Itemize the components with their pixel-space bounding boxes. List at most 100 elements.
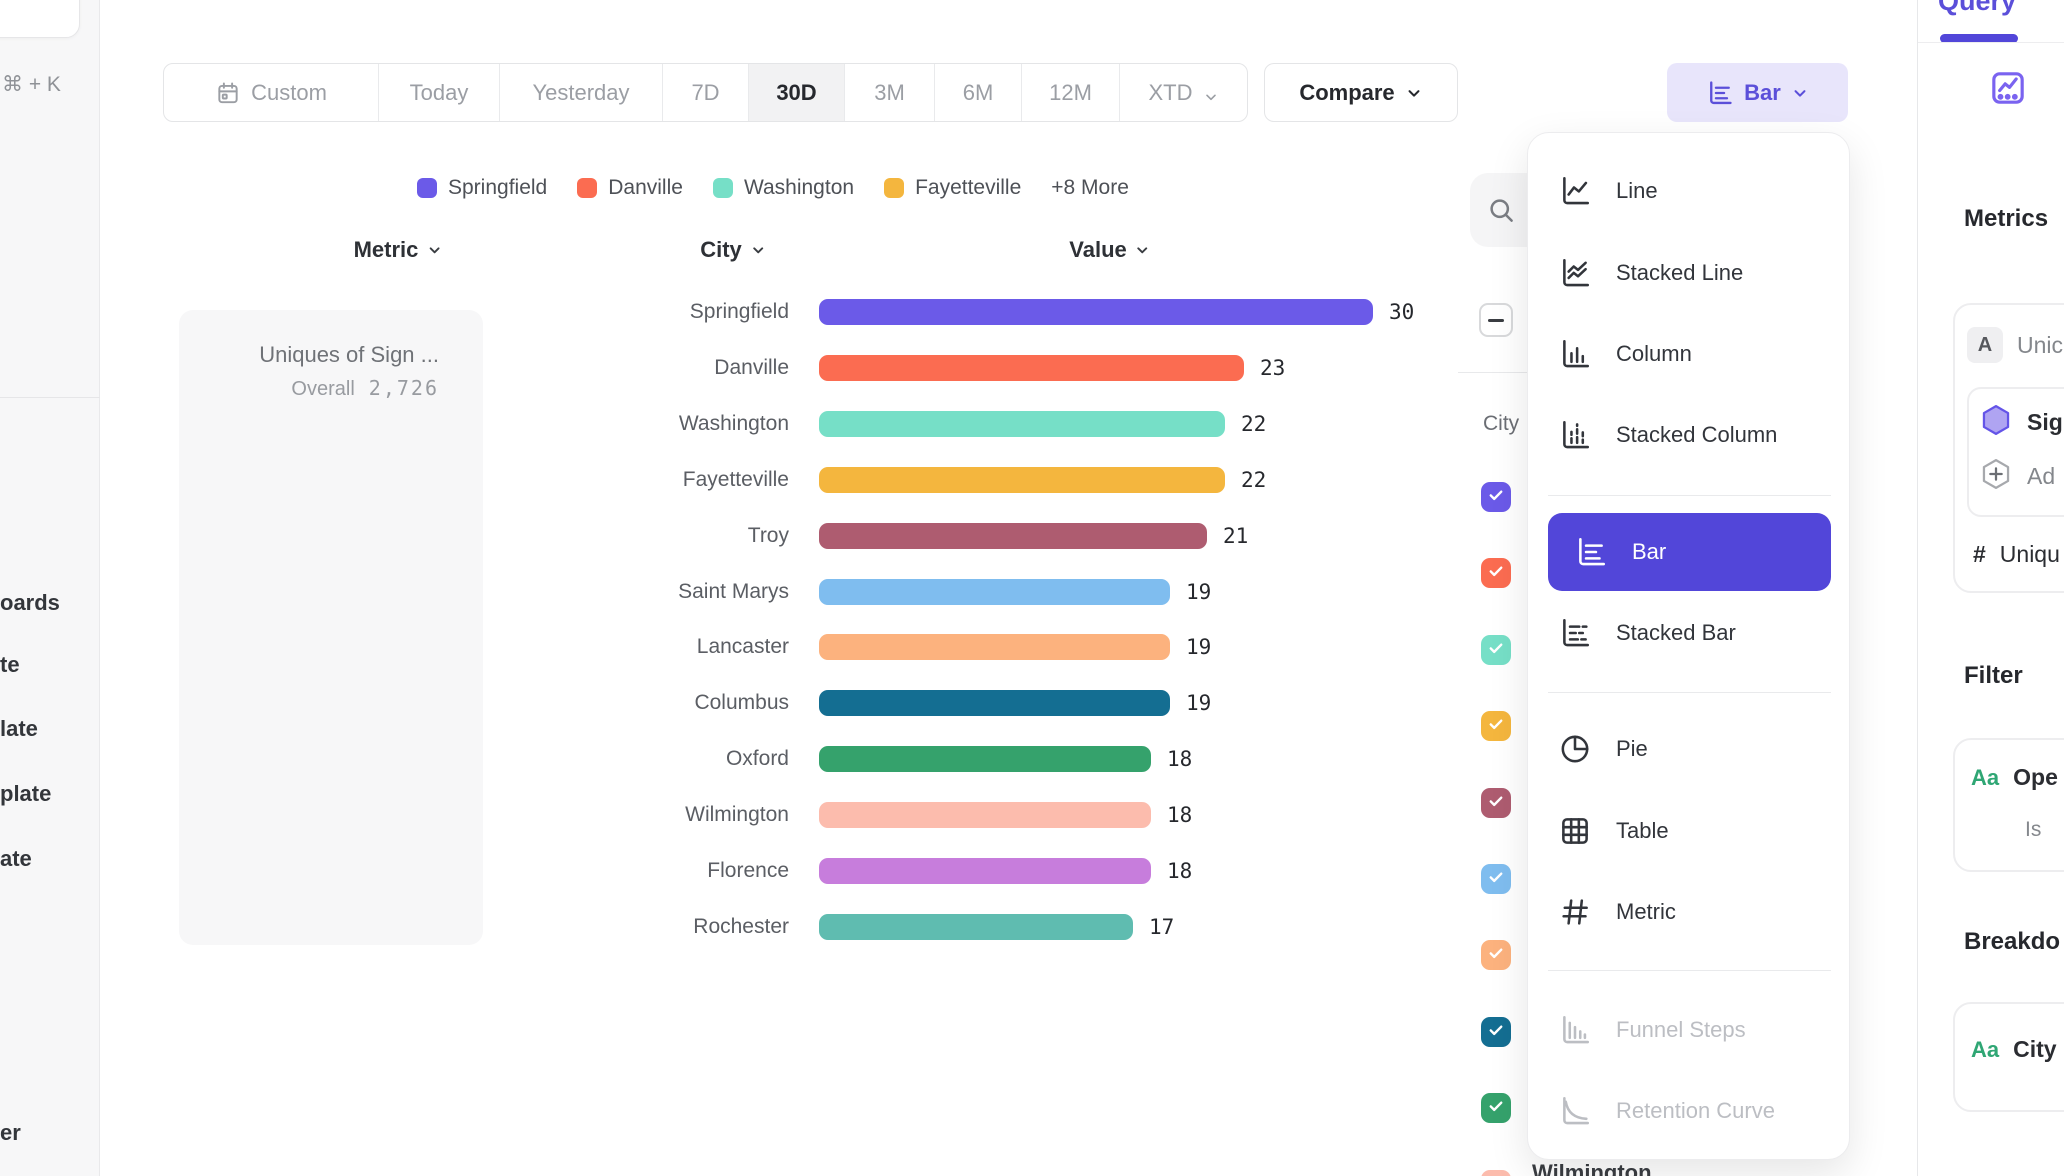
- menu-item-pie[interactable]: Pie: [1528, 710, 1849, 788]
- menu-item-stacked-line[interactable]: Stacked Line: [1528, 234, 1849, 312]
- sidebar-search-box[interactable]: [0, 0, 80, 38]
- bar-value-label: 19: [1186, 580, 1212, 604]
- bar-rochester[interactable]: [819, 914, 1133, 940]
- bar-saint-marys[interactable]: [819, 579, 1170, 605]
- calendar-icon: [215, 80, 241, 106]
- line-chart-icon: [1558, 174, 1592, 208]
- menu-item-stacked-bar[interactable]: Stacked Bar: [1528, 594, 1849, 672]
- bar-springfield[interactable]: [819, 299, 1373, 325]
- legend-item[interactable]: Springfield: [417, 176, 547, 200]
- column-header-metric[interactable]: Metric: [354, 237, 443, 263]
- bar-lancaster[interactable]: [819, 634, 1170, 660]
- breakdown-heading: Breakdo: [1964, 928, 2061, 955]
- measure-hash-icon: #: [1973, 541, 1986, 567]
- legend-more-link[interactable]: +8 More: [1051, 176, 1129, 199]
- city-checkbox-checked[interactable]: [1481, 1170, 1511, 1176]
- bar-category-label: Oxford: [725, 747, 789, 770]
- filter-card[interactable]: Aa Ope Is i: [1953, 738, 2064, 872]
- menu-item-line[interactable]: Line: [1528, 152, 1849, 230]
- chevron-down-icon: [752, 247, 763, 254]
- menu-item-bar[interactable]: Bar: [1548, 513, 1831, 591]
- measure-label: Uniqu: [1999, 541, 2060, 567]
- menu-item-retention-curve: Retention Curve: [1528, 1072, 1849, 1150]
- check-icon: [1487, 944, 1505, 967]
- city-checkbox-checked[interactable]: [1481, 711, 1511, 741]
- event-name-label: Sig: [2027, 409, 2063, 435]
- bar-wilmington[interactable]: [819, 802, 1151, 828]
- chart-type-button[interactable]: Bar: [1667, 63, 1848, 122]
- city-checkbox-checked[interactable]: [1481, 635, 1511, 665]
- legend-swatch: [417, 178, 437, 198]
- legend-item[interactable]: Washington: [712, 176, 854, 200]
- sidebar-item-truncated[interactable]: oards: [0, 590, 60, 615]
- sidebar-item-truncated[interactable]: er: [0, 1120, 21, 1145]
- check-icon: [1487, 639, 1505, 662]
- date-range-yesterday[interactable]: Yesterday: [500, 64, 663, 121]
- bar-washington[interactable]: [819, 411, 1225, 437]
- select-all-checkbox[interactable]: [1479, 303, 1513, 337]
- breakdown-card[interactable]: Aa City: [1953, 1002, 2064, 1112]
- bar-fayetteville[interactable]: [819, 467, 1225, 493]
- city-checkbox-checked[interactable]: [1481, 558, 1511, 588]
- bar-chart-icon: [1574, 535, 1608, 569]
- date-range-30d[interactable]: 30D: [749, 64, 845, 121]
- city-checkbox-checked[interactable]: [1481, 1017, 1511, 1047]
- menu-item-stacked-column[interactable]: Stacked Column: [1528, 396, 1849, 474]
- check-icon: [1487, 562, 1505, 585]
- menu-divider: [1548, 970, 1831, 971]
- bar-value-label: 23: [1260, 356, 1286, 380]
- date-range-xtd[interactable]: XTD: [1120, 64, 1247, 121]
- city-checkbox-checked[interactable]: [1481, 864, 1511, 894]
- minus-icon: [1488, 318, 1504, 322]
- sidebar-item-truncated[interactable]: ate: [0, 846, 32, 871]
- city-checkbox-checked[interactable]: [1481, 1093, 1511, 1123]
- column-header-city[interactable]: City: [700, 237, 766, 263]
- menu-item-funnel-steps: Funnel Steps: [1528, 991, 1849, 1069]
- sidebar-item-truncated[interactable]: late: [0, 716, 38, 741]
- date-range-today[interactable]: Today: [379, 64, 500, 121]
- date-range-3m[interactable]: 3M: [845, 64, 935, 121]
- bar-danville[interactable]: [819, 355, 1244, 381]
- date-range-7d[interactable]: 7D: [663, 64, 749, 121]
- add-event-icon[interactable]: [1979, 457, 2013, 496]
- city-checkbox-checked[interactable]: [1481, 940, 1511, 970]
- chart-preview-icon[interactable]: [1988, 68, 2028, 108]
- legend-item[interactable]: Fayetteville: [884, 176, 1021, 200]
- date-range-6m[interactable]: 6M: [935, 64, 1022, 121]
- chevron-down-icon: [1137, 247, 1148, 254]
- bar-category-label: Danville: [714, 356, 789, 379]
- date-range-custom[interactable]: Custom: [164, 64, 379, 121]
- overall-label: Overall: [291, 378, 355, 400]
- column-chart-icon: [1558, 337, 1592, 371]
- check-icon: [1487, 868, 1505, 891]
- sidebar-item-truncated[interactable]: te: [0, 652, 20, 677]
- legend-swatch: [577, 178, 598, 198]
- bar-troy[interactable]: [819, 523, 1207, 549]
- bar-category-label: Saint Marys: [678, 580, 789, 603]
- column-header-value[interactable]: Value: [1069, 237, 1150, 263]
- compare-button[interactable]: Compare: [1264, 63, 1458, 122]
- metrics-card[interactable]: A Unic Sig Ad # Uniqu: [1953, 303, 2064, 593]
- sidebar-item-truncated[interactable]: plate: [0, 781, 52, 806]
- bar-florence[interactable]: [819, 858, 1151, 884]
- city-checkbox-checked[interactable]: [1481, 788, 1511, 818]
- bar-oxford[interactable]: [819, 746, 1151, 772]
- bar-category-label: Springfield: [689, 300, 789, 323]
- bar-columbus[interactable]: [819, 690, 1170, 716]
- filter-operator[interactable]: Is: [2025, 818, 2042, 841]
- search-icon: [1490, 199, 1513, 222]
- tab-query[interactable]: Query: [1938, 0, 2017, 16]
- date-range-12m[interactable]: 12M: [1022, 64, 1120, 121]
- menu-divider: [1548, 495, 1831, 496]
- menu-item-metric[interactable]: Metric: [1528, 873, 1849, 951]
- bar-value-label: 22: [1241, 468, 1267, 492]
- active-tab-indicator: [1940, 34, 2018, 43]
- menu-item-column[interactable]: Column: [1528, 315, 1849, 393]
- event-card[interactable]: Sig Ad: [1967, 387, 2064, 517]
- city-checkbox-checked[interactable]: [1481, 482, 1511, 512]
- menu-item-table[interactable]: Table: [1528, 792, 1849, 870]
- funnel-steps-icon: [1558, 1013, 1592, 1047]
- legend-item[interactable]: Danville: [577, 176, 683, 200]
- date-range-segmented-control: Custom Today Yesterday 7D 30D 3M 6M 12M XTD: [163, 63, 1248, 122]
- metric-summary-card[interactable]: Uniques of Sign ... Overall 2,726: [179, 310, 483, 945]
